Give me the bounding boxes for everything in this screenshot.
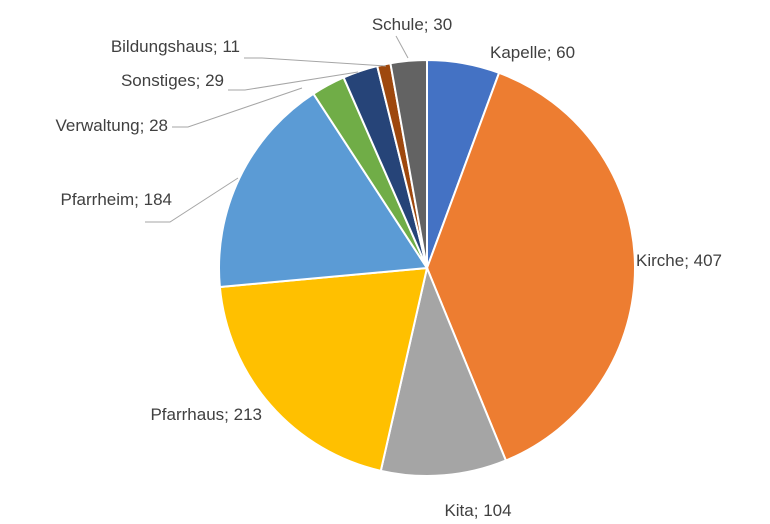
category-name: Kita — [444, 501, 474, 520]
data-label: Verwaltung; 28 — [56, 116, 169, 135]
data-label: Sonstiges; 29 — [121, 71, 224, 90]
leader-line — [145, 177, 239, 223]
value-label: 28 — [149, 116, 168, 135]
pie-slice — [218, 266, 429, 473]
pie-slice — [425, 71, 636, 462]
category-name: Verwaltung — [56, 116, 140, 135]
data-label: Kirche; 407 — [636, 251, 722, 270]
leader-line — [228, 71, 359, 91]
pie-slice — [218, 92, 429, 289]
category-name: Schule — [372, 15, 424, 34]
leader-line — [244, 57, 387, 67]
data-label: Kapelle; 60 — [490, 43, 575, 62]
pie-slice — [379, 264, 508, 477]
leader-line — [172, 87, 303, 128]
value-label: 407 — [694, 251, 722, 270]
value-label: 184 — [144, 190, 172, 209]
data-label: Bildungshaus; 11 — [111, 37, 240, 56]
data-label: Pfarrheim; 184 — [60, 190, 172, 209]
value-label: 29 — [205, 71, 224, 90]
category-name: Kapelle — [490, 43, 547, 62]
value-label: 104 — [483, 501, 511, 520]
category-name: Pfarrhaus — [150, 405, 224, 424]
value-label: 213 — [234, 405, 262, 424]
leader-line — [395, 35, 409, 59]
category-name: Kirche — [636, 251, 684, 270]
data-label: Pfarrhaus; 213 — [150, 405, 262, 424]
category-name: Bildungshaus — [111, 37, 213, 56]
pie-slice — [389, 58, 428, 269]
value-label: 30 — [433, 15, 452, 34]
data-label: Kita; 104 — [444, 501, 511, 520]
data-label: Schule; 30 — [372, 15, 452, 34]
value-label: 60 — [556, 43, 575, 62]
category-name: Sonstiges — [121, 71, 196, 90]
category-name: Pfarrheim — [60, 190, 134, 209]
value-label: 11 — [222, 37, 240, 56]
